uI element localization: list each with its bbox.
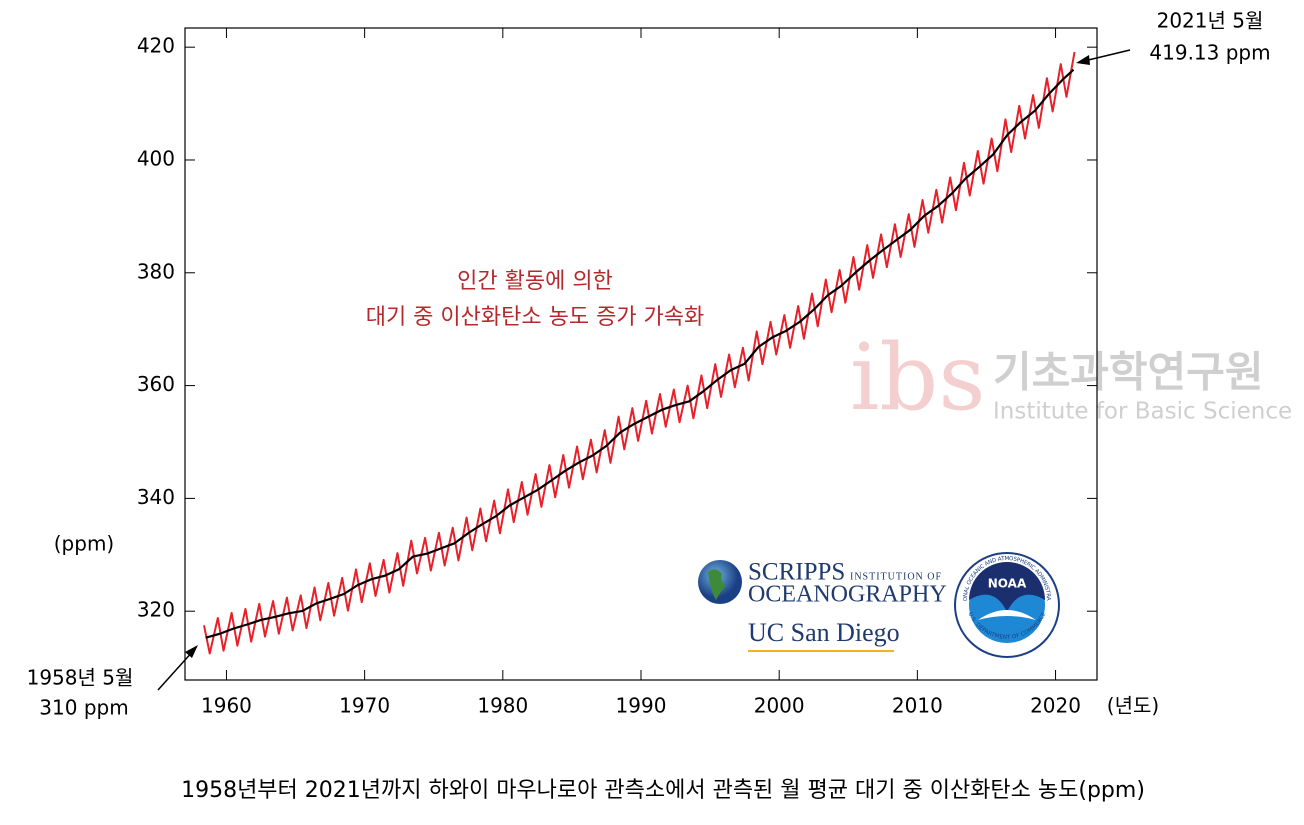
scripps-logo: SCRIPPS INSTITUTION OF OCEANOGRAPHY UC S… bbox=[698, 559, 947, 652]
x-tick-label: 2020 bbox=[1030, 694, 1081, 718]
x-tick-label: 1990 bbox=[616, 694, 667, 718]
y-tick-label: 400 bbox=[137, 146, 175, 170]
x-tick-label: 1960 bbox=[201, 694, 252, 718]
y-tick-label: 340 bbox=[137, 485, 175, 509]
ibs-english: Institute for Basic Science bbox=[993, 399, 1292, 425]
annotation: 인간 활동에 의한 bbox=[457, 269, 613, 294]
annotation: 419.13 ppm bbox=[1149, 41, 1270, 65]
annotation: 310 ppm bbox=[39, 696, 128, 720]
ucsd-name: UC San Diego bbox=[748, 618, 900, 647]
ibs-mark: ibs bbox=[850, 324, 986, 431]
annotation: 1958년 5월 bbox=[27, 666, 134, 690]
noaa-ring-text: NATIONAL OCEANIC AND ATMOSPHERIC ADMINIS… bbox=[0, 0, 1052, 601]
globe-land bbox=[708, 569, 726, 600]
x-tick-label: 1970 bbox=[339, 694, 390, 718]
scripps-sub: INSTITUTION OF bbox=[850, 571, 942, 582]
arrow-head bbox=[185, 645, 198, 658]
series-line bbox=[205, 68, 1075, 639]
ibs-logo: ibs 기초과학연구원 Institute for Basic Science bbox=[850, 324, 1292, 431]
series-line bbox=[203, 51, 1076, 655]
x-tick-label: 2000 bbox=[754, 694, 805, 718]
y-tick-label: 320 bbox=[137, 598, 175, 622]
y-unit: (ppm) bbox=[54, 532, 114, 556]
noaa-bird bbox=[978, 610, 1036, 620]
scripps-name: OCEANOGRAPHY bbox=[748, 582, 947, 608]
caption: 1958년부터 2021년까지 하와이 마우나로아 관측소에서 관측된 월 평균… bbox=[181, 778, 1145, 803]
annotation: 대기 중 이산화탄소 농도 증가 가속화 bbox=[366, 305, 705, 330]
scripps-name: SCRIPPS bbox=[748, 559, 845, 586]
annotation-arrow bbox=[157, 649, 195, 691]
annotation: 2021년 5월 bbox=[1157, 9, 1264, 33]
y-tick-label: 360 bbox=[137, 372, 175, 396]
y-tick-label: 380 bbox=[137, 259, 175, 283]
y-tick-label: 420 bbox=[137, 34, 175, 58]
noaa-ring-text: NATIONAL OCEANIC AND ATMOSPHERIC ADMINIS… bbox=[0, 0, 1052, 601]
noaa-top bbox=[969, 562, 1045, 612]
x-unit: (년도) bbox=[1107, 694, 1159, 718]
x-tick-label: 1980 bbox=[477, 694, 528, 718]
arrow-head bbox=[1076, 55, 1090, 65]
ibs-korean: 기초과학연구원 bbox=[993, 348, 1263, 397]
noaa-name: NOAA bbox=[988, 577, 1027, 591]
x-tick-label: 2010 bbox=[892, 694, 943, 718]
